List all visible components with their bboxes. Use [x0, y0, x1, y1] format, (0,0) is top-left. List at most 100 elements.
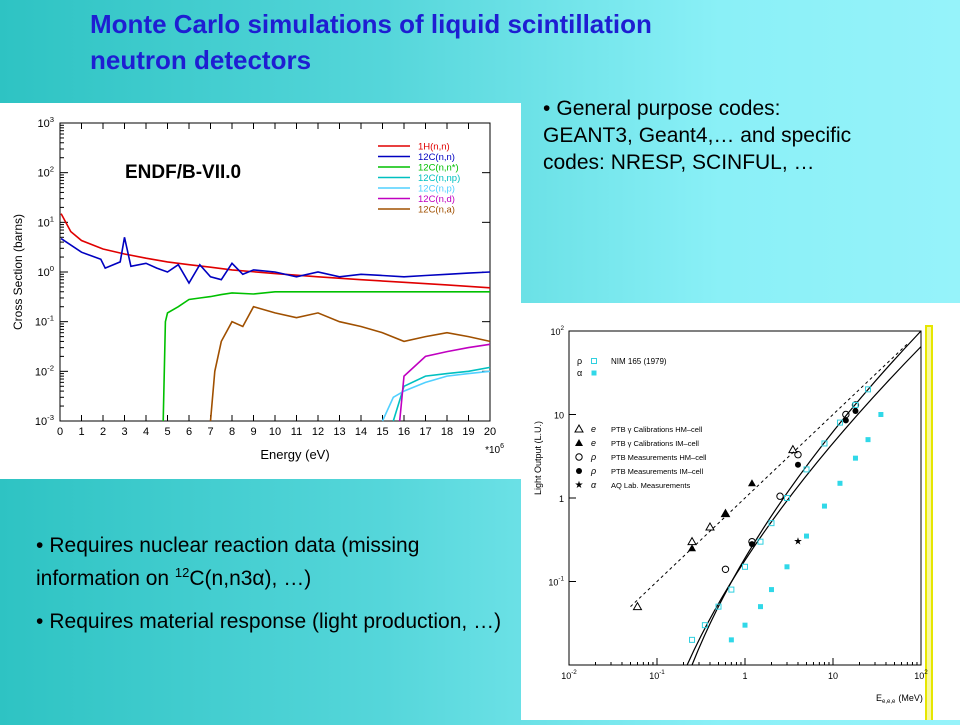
x-tick-label: 13 — [333, 426, 345, 438]
light-output-chart: 10-2 10-1 1 10 102 10-1 1 10 102 Ee,e,e (MeV) Light… — [521, 303, 960, 720]
legend-symbol: ρ — [590, 466, 596, 476]
y-axis-label: Cross Section (barns) — [11, 214, 25, 330]
slide-title-line-1: Monte Carlo simulations of liquid scinti… — [90, 9, 652, 39]
legend-label: PTB γ Calibrations IM–cell — [611, 439, 699, 448]
data-point-cyan-square — [837, 480, 843, 486]
series-line — [60, 237, 491, 285]
data-point-open-circle — [721, 565, 730, 573]
x-tick-label: 20 — [484, 426, 496, 438]
legend-symbol: ρ — [577, 356, 582, 366]
data-point-open-cyan-square — [836, 419, 843, 426]
legend-label: AQ Lab. Measurements — [611, 481, 690, 490]
x-tick-label: 6 — [186, 426, 192, 438]
x-tick-label: 19 — [462, 426, 474, 438]
legend-label: 12C(n,n*) — [418, 163, 459, 174]
legend-label: 12C(n,n) — [418, 152, 455, 163]
legend-marker: ★ — [575, 480, 584, 491]
x-tick-label: 102 — [914, 669, 928, 681]
solid-fit-curve-upper — [691, 330, 922, 666]
y-tick-label: 102 — [37, 165, 54, 180]
legend-label: 1H(n,n) — [418, 142, 450, 153]
x-tick-label: 7 — [207, 426, 213, 438]
data-point-open-cyan-square — [701, 622, 708, 629]
x-tick-label: 10 — [269, 426, 281, 438]
x-tick-label: 5 — [164, 426, 170, 438]
legend-symbol: e — [591, 438, 596, 448]
x-tick-label: 14 — [355, 426, 367, 438]
legend-marker — [575, 439, 583, 446]
data-point-open-cyan-square — [742, 563, 748, 570]
data-point-open-cyan-square — [821, 440, 828, 447]
data-point-cyan-square — [878, 412, 884, 417]
x-tick-label: 18 — [441, 426, 453, 438]
legend-label: 12C(n,d) — [418, 194, 455, 205]
y-tick-label: 103 — [37, 115, 54, 130]
frame-decoration-inner — [927, 327, 931, 720]
legend-marker — [591, 370, 597, 376]
legend-label: PTB Measurements HM–cell — [611, 453, 707, 462]
top-bullet: • General purpose codes: GEANT3, Geant4,…… — [543, 95, 863, 176]
bullet-symbol: • — [36, 534, 44, 557]
endf-annotation: ENDF/B-VII.0 — [125, 162, 241, 183]
data-point-cyan-square — [728, 637, 734, 643]
series-line — [209, 305, 491, 422]
series-line — [392, 366, 491, 422]
data-point-open-cyan-square — [757, 538, 764, 545]
legend-label: 12C(n,np) — [418, 173, 460, 184]
x-tick-label: 0 — [57, 426, 63, 438]
bottom-bullet-1-pre: Requires nuclear reaction data (missing … — [36, 534, 420, 590]
legend-marker — [576, 468, 582, 474]
bottom-bullet-2-text: Requires material response (light produc… — [49, 610, 502, 633]
data-point-open-triangle — [705, 521, 715, 531]
y-tick-label: 10-3 — [35, 413, 54, 428]
y-tick-label: 10-1 — [548, 576, 564, 588]
x-tick-label: 3 — [121, 426, 127, 438]
x-axis-label: Ee,e,e (MeV) — [876, 693, 923, 705]
data-point-cyan-square — [784, 564, 790, 570]
top-bullet-text: General purpose codes: GEANT3, Geant4,… … — [543, 97, 852, 174]
solid-fit-curve-lower — [686, 346, 922, 666]
bottom-bullet-1-sup: 12 — [174, 565, 190, 580]
bullet-symbol: • — [36, 610, 44, 633]
data-point-open-cyan-square — [783, 495, 790, 501]
x-multiplier-label: *106 — [485, 443, 504, 456]
legend-label: NIM 165 (1979) — [611, 357, 667, 366]
data-point-filled-circle — [794, 461, 801, 468]
series-line — [398, 343, 491, 422]
y-tick-label: 10 — [554, 411, 564, 421]
legend-label: PTB Measurements IM–cell — [611, 467, 703, 476]
x-tick-label: 2 — [100, 426, 106, 438]
y-tick-label: 102 — [550, 325, 564, 337]
x-tick-label: 10 — [828, 671, 838, 681]
data-point-cyan-square — [865, 437, 871, 443]
x-tick-label: 10-2 — [561, 669, 577, 681]
light-output-plot: 10-2 10-1 1 10 102 10-1 1 10 102 Ee,e,e (MeV) Light… — [521, 303, 960, 720]
x-tick-label: 1 — [742, 671, 747, 681]
data-point-filled-triangle — [747, 479, 756, 487]
bullet-symbol: • — [543, 97, 551, 120]
y-tick-label: 1 — [559, 494, 564, 504]
data-point-open-cyan-square — [852, 401, 859, 408]
data-point-filled-triangle — [688, 544, 697, 552]
data-point-star: ★ — [793, 537, 802, 548]
x-tick-label: 4 — [143, 426, 149, 438]
legend-marker — [575, 453, 583, 461]
data-point-cyan-square — [804, 533, 810, 539]
legend-label: 12C(n,a) — [418, 205, 455, 216]
y-axis-label: Light Output (L.U.) — [533, 421, 543, 495]
y-tick-label: 10-1 — [35, 314, 54, 329]
x-tick-label: 15 — [376, 426, 388, 438]
data-point-filled-circle — [852, 408, 859, 415]
bottom-bullet-1: • Requires nuclear reaction data (missing… — [36, 532, 506, 592]
series-line — [60, 213, 491, 289]
y-tick-label: 10-2 — [35, 363, 54, 378]
data-point-cyan-square — [742, 622, 748, 628]
plot-background — [521, 303, 960, 720]
data-point-filled-triangle — [721, 509, 730, 517]
y-tick-label: 100 — [37, 264, 54, 279]
x-tick-label: 12 — [312, 426, 324, 438]
data-point-open-cyan-square — [865, 386, 872, 393]
x-tick-label: 8 — [229, 426, 235, 438]
data-point-open-circle — [794, 451, 802, 459]
x-tick-label: 11 — [291, 426, 302, 438]
